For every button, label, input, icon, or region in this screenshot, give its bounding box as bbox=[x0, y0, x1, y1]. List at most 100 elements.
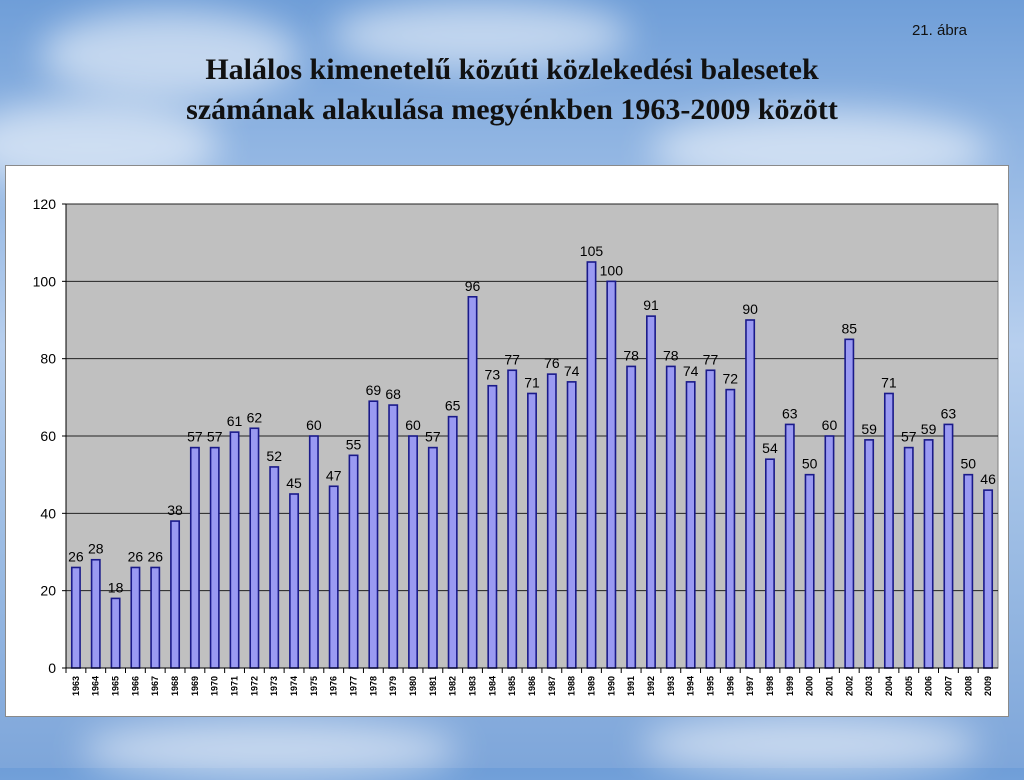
title-line-1: Halálos kimenetelű közúti közlekedési ba… bbox=[205, 53, 819, 86]
data-label: 57 bbox=[187, 429, 203, 445]
x-tick-label: 1992 bbox=[646, 676, 656, 696]
x-tick-label: 1995 bbox=[705, 676, 715, 696]
data-label: 55 bbox=[346, 436, 362, 452]
data-label: 85 bbox=[841, 320, 857, 336]
data-label: 69 bbox=[366, 382, 382, 398]
x-tick-label: 2004 bbox=[884, 676, 894, 696]
bar-1995 bbox=[705, 369, 716, 669]
data-label: 18 bbox=[108, 579, 124, 595]
bar-2002 bbox=[844, 338, 855, 669]
data-label: 59 bbox=[861, 421, 877, 437]
data-label: 45 bbox=[286, 475, 302, 491]
bar-1988 bbox=[566, 381, 577, 669]
x-tick-label: 1976 bbox=[329, 676, 339, 696]
bar-1969 bbox=[189, 446, 200, 669]
bar-1963 bbox=[70, 566, 81, 669]
x-tick-label: 2007 bbox=[943, 676, 953, 696]
data-label: 47 bbox=[326, 467, 342, 483]
data-label: 91 bbox=[643, 297, 659, 313]
data-label: 65 bbox=[445, 398, 461, 414]
data-label: 72 bbox=[723, 371, 739, 387]
x-tick-label: 2006 bbox=[924, 676, 934, 696]
data-label: 26 bbox=[128, 548, 144, 564]
data-label: 63 bbox=[941, 405, 957, 421]
bar-1992 bbox=[646, 315, 656, 669]
bar-1975 bbox=[308, 435, 319, 669]
data-label: 59 bbox=[921, 421, 937, 437]
background-cloud bbox=[330, 0, 630, 70]
bar-1994 bbox=[685, 381, 696, 669]
bar-2007 bbox=[943, 423, 954, 669]
data-label: 26 bbox=[68, 548, 84, 564]
bars bbox=[70, 261, 994, 669]
bar-1976 bbox=[328, 485, 339, 669]
x-tick-label: 1974 bbox=[289, 676, 299, 696]
x-tick-label: 1998 bbox=[765, 676, 775, 696]
background-cloud bbox=[640, 715, 980, 775]
x-tick-label: 1966 bbox=[130, 676, 140, 696]
data-label: 60 bbox=[822, 417, 838, 433]
bar-1970 bbox=[209, 446, 220, 669]
x-tick-label: 1987 bbox=[547, 676, 557, 696]
data-label: 100 bbox=[600, 262, 624, 278]
y-tick-label: 0 bbox=[48, 660, 56, 676]
bar-1993 bbox=[665, 365, 676, 669]
y-tick-label: 20 bbox=[40, 583, 56, 599]
x-tick-label: 1973 bbox=[269, 676, 279, 696]
bar-1983 bbox=[467, 296, 478, 669]
data-label: 96 bbox=[465, 278, 481, 294]
x-tick-label: 2001 bbox=[824, 676, 834, 696]
bar-1964 bbox=[90, 558, 101, 669]
bar-1997 bbox=[745, 319, 756, 669]
x-tick-label: 1978 bbox=[368, 676, 378, 696]
background-cloud bbox=[80, 720, 460, 780]
bar-1966 bbox=[130, 566, 141, 669]
bar-1985 bbox=[507, 369, 518, 669]
data-label: 62 bbox=[247, 409, 263, 425]
bar-1999 bbox=[784, 423, 795, 669]
bar-1991 bbox=[626, 365, 637, 669]
x-tick-label: 2008 bbox=[963, 676, 973, 696]
y-tick-label: 100 bbox=[33, 273, 57, 289]
x-tick-label: 1979 bbox=[388, 676, 398, 696]
x-tick-label: 1971 bbox=[230, 676, 240, 696]
bar-1989 bbox=[586, 261, 597, 669]
x-tick-label: 1963 bbox=[71, 676, 81, 696]
x-tick-label: 1969 bbox=[190, 676, 200, 696]
x-tick-label: 1984 bbox=[487, 676, 497, 696]
data-label: 57 bbox=[901, 429, 917, 445]
bar-2009 bbox=[983, 489, 994, 669]
data-label: 54 bbox=[762, 440, 778, 456]
x-tick-label: 1991 bbox=[626, 676, 636, 696]
x-tick-label: 2003 bbox=[864, 676, 874, 696]
y-axis: 0 20 40 60 80 100 120 bbox=[33, 196, 67, 676]
x-tick-label: 1967 bbox=[150, 676, 160, 696]
data-label: 61 bbox=[227, 413, 243, 429]
x-tick-label: 1981 bbox=[428, 676, 438, 696]
data-label: 71 bbox=[881, 374, 897, 390]
bar-1972 bbox=[249, 427, 260, 669]
bar-1968 bbox=[170, 520, 181, 669]
data-label: 76 bbox=[544, 355, 560, 371]
bar-2000 bbox=[804, 473, 815, 669]
bar-1974 bbox=[289, 493, 300, 669]
data-label: 68 bbox=[385, 386, 401, 402]
bar-1984 bbox=[487, 384, 498, 669]
y-tick-label: 60 bbox=[40, 428, 56, 444]
x-tick-label: 1964 bbox=[91, 676, 101, 696]
data-label: 50 bbox=[802, 456, 818, 472]
bar-1980 bbox=[408, 435, 418, 669]
y-tick-label: 40 bbox=[40, 505, 56, 521]
bar-1986 bbox=[527, 392, 537, 669]
bar-1971 bbox=[229, 431, 240, 669]
x-tick-label: 1988 bbox=[567, 676, 577, 696]
bar-1998 bbox=[764, 458, 775, 669]
x-tick-label: 2005 bbox=[904, 676, 914, 696]
bar-1965 bbox=[110, 597, 121, 669]
data-label: 60 bbox=[405, 417, 421, 433]
data-label: 57 bbox=[425, 429, 441, 445]
bar-1979 bbox=[388, 404, 399, 669]
x-tick-label: 1999 bbox=[785, 676, 795, 696]
